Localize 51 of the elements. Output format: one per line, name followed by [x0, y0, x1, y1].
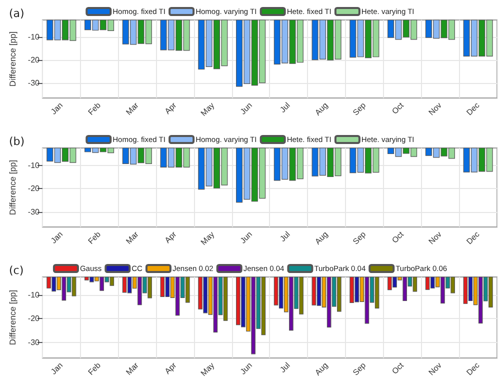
x-tick-label: Sep: [351, 360, 368, 378]
x-tick-label: Mar: [124, 230, 141, 246]
y-tick-label: -20: [28, 184, 40, 194]
x-tick-label: Jun: [238, 100, 254, 116]
x-tick-label: Jul: [278, 230, 292, 244]
y-axis-title: Difference [pp]: [8, 31, 18, 87]
x-tick-label: Jun: [238, 360, 254, 376]
x-tick-label: May: [199, 100, 216, 118]
x-tick-label: May: [199, 360, 216, 378]
x-tick-label: Oct: [390, 229, 406, 245]
y-tick-label: -30: [28, 207, 40, 216]
x-tick-label: Feb: [86, 229, 103, 246]
x-tick-label: Oct: [390, 100, 406, 116]
x-tick-label: Jan: [49, 230, 65, 246]
x-tick-label: Dec: [464, 360, 482, 378]
chart-title: (a): [9, 7, 24, 20]
y-tick-label: -30: [28, 78, 40, 88]
x-tick-label: Apr: [163, 230, 178, 245]
y-tick-label: -30: [28, 338, 40, 348]
x-tick-label: Mar: [124, 360, 141, 377]
y-axis-title: Difference [pp]: [8, 290, 18, 346]
x-tick-label: Sep: [351, 100, 368, 118]
x-tick-label: Jan: [49, 100, 65, 116]
y-axis-title: Difference [pp]: [8, 160, 18, 216]
y-tick-label: -20: [28, 314, 40, 324]
x-tick-label: Apr: [163, 100, 178, 116]
x-tick-label: Feb: [86, 100, 103, 117]
x-tick-label: Apr: [163, 360, 178, 376]
x-tick-label: Sep: [351, 229, 368, 246]
y-tick-label: -10: [28, 32, 40, 42]
y-tick-label: -10: [28, 290, 40, 300]
x-tick-label: Dec: [464, 100, 482, 118]
x-tick-label: Dec: [464, 230, 482, 246]
x-tick-label: Feb: [86, 360, 103, 377]
x-tick-label: Jan: [49, 360, 65, 376]
y-tick-label: -20: [28, 56, 40, 65]
x-tick-label: Aug: [313, 100, 330, 118]
chart-title: (c): [9, 264, 24, 277]
x-tick-label: Aug: [313, 360, 330, 378]
chart-title: (b): [9, 135, 25, 148]
x-tick-label: Mar: [124, 100, 141, 117]
x-tick-label: Jul: [278, 100, 292, 114]
x-tick-label: Nov: [426, 230, 444, 246]
x-tick-label: Oct: [390, 360, 406, 376]
x-tick-label: May: [199, 230, 216, 247]
x-tick-label: Nov: [426, 100, 444, 118]
x-tick-label: Jul: [278, 360, 292, 374]
y-tick-label: -10: [28, 160, 40, 170]
x-tick-label: Aug: [313, 230, 330, 246]
x-tick-label: Nov: [426, 360, 444, 378]
x-tick-label: Jun: [238, 230, 254, 246]
